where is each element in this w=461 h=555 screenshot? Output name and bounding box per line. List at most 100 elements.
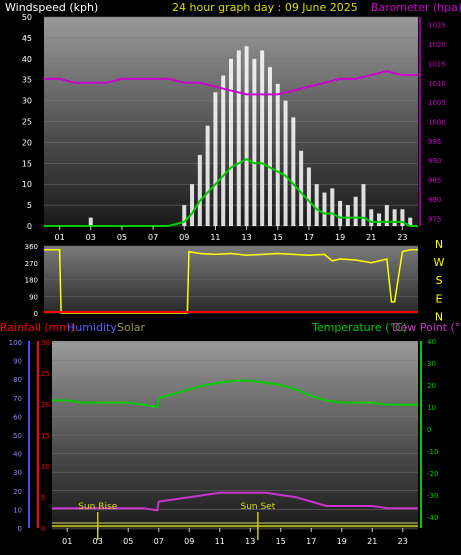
temperature-tick-label: 40 — [427, 338, 436, 346]
x-tick-label: 09 — [179, 233, 189, 242]
humidity-tick-label: 0 — [18, 525, 22, 533]
windspeed-tick-label: 20 — [22, 138, 32, 147]
wind-gust-bar — [377, 213, 382, 226]
direction-tick-label: 0 — [34, 310, 38, 318]
wind-gust-bar — [384, 205, 389, 226]
x-tick-label: 15 — [276, 537, 286, 546]
x-tick-label: 19 — [335, 233, 345, 242]
wind-gust-series — [88, 46, 413, 227]
barometer-tick-label: 1000 — [428, 119, 446, 127]
wind-gust-bar — [291, 117, 296, 226]
barometer-axis-title: Barometer (hpa) — [371, 1, 461, 14]
x-tick-label: 01 — [62, 537, 72, 546]
x-tick-label: 23 — [398, 537, 408, 546]
humidity-tick-label: 100 — [9, 339, 22, 347]
humidity-tick-label: 70 — [13, 395, 22, 403]
x-tick-label: 05 — [123, 537, 133, 546]
solar-axis-title: Solar — [117, 321, 146, 334]
temperature-tick-label: 30 — [427, 360, 436, 368]
wind-gust-bar — [260, 50, 265, 226]
x-tick-label: 07 — [154, 537, 164, 546]
x-tick-label: 03 — [86, 233, 96, 242]
humidity-tick-label: 10 — [13, 506, 22, 514]
rainfall-tick-label: 0 — [41, 525, 45, 533]
barometer-tick-label: 995 — [428, 138, 441, 146]
temperature-tick-label: -20 — [427, 470, 438, 478]
temperature-tick-label: -30 — [427, 492, 438, 500]
wind-gust-bar — [330, 188, 335, 226]
wind-gust-bar — [314, 184, 319, 226]
temp-hum-x-ticks: 01 03 05 07 09 11 13 15 17 19 21 23 — [62, 528, 408, 546]
temperature-line — [52, 379, 418, 409]
temperature-tick-label: -10 — [427, 448, 438, 456]
temperature-axis-title: Temperature (°C) — [311, 321, 407, 334]
windspeed-tick-label: 50 — [22, 13, 32, 22]
wind-direction-ticks: 0 90 180 270 360 — [25, 243, 38, 318]
rainfall-tick-label: 5 — [41, 494, 45, 502]
humidity-axis-title: Humidity — [67, 321, 117, 334]
wind-gust-bar — [306, 167, 311, 226]
wind-gust-bar — [338, 200, 343, 226]
wind-gust-bar — [283, 100, 288, 226]
barometer-line — [44, 70, 418, 96]
wind-gust-bar — [213, 92, 218, 227]
x-tick-label: 11 — [215, 537, 225, 546]
compass-label: N — [435, 238, 443, 251]
rainfall-axis-title: Rainfall (mm) — [0, 321, 74, 334]
sun-marker-label: Sun Set — [240, 502, 275, 512]
wind-gust-bar — [221, 75, 226, 227]
compass-label: W — [434, 256, 445, 269]
humidity-tick-label: 90 — [13, 358, 22, 366]
x-tick-label: 13 — [245, 537, 255, 546]
wind-gust-bar — [88, 217, 93, 226]
windspeed-tick-label: 5 — [27, 201, 32, 210]
x-tick-label: 21 — [367, 537, 377, 546]
barometer-tick-label: 1010 — [428, 80, 446, 88]
x-tick-label: 03 — [93, 537, 103, 546]
barometer-tick-label: 990 — [428, 157, 441, 165]
temperature-tick-label: 10 — [427, 404, 436, 412]
rainfall-tick-label: 10 — [41, 463, 50, 471]
x-tick-label: 15 — [273, 233, 283, 242]
wind-gust-bar — [244, 46, 249, 227]
compass-label: S — [436, 274, 443, 287]
x-tick-label: 17 — [304, 233, 314, 242]
windspeed-tick-label: 45 — [22, 34, 32, 43]
x-tick-label: 17 — [306, 537, 316, 546]
wind-gust-bar — [345, 205, 350, 226]
wind-gust-bar — [353, 196, 358, 226]
humidity-tick-label: 50 — [13, 432, 22, 440]
windspeed-tick-label: 30 — [22, 97, 32, 106]
temperature-tick-label: -40 — [427, 514, 438, 522]
rainfall-tick-label: 30 — [41, 339, 50, 347]
wind-gust-bar — [408, 217, 413, 226]
direction-tick-label: 90 — [29, 293, 38, 301]
barometer-tick-label: 980 — [428, 196, 441, 204]
dew-point-axis-title: Dew Point (°C) — [392, 321, 461, 334]
barometer-series — [44, 70, 418, 96]
direction-tick-label: 180 — [25, 277, 38, 285]
x-tick-label: 11 — [210, 233, 220, 242]
windspeed-tick-label: 0 — [27, 222, 32, 231]
wind-average-line — [44, 157, 418, 227]
wind-gust-bar — [392, 209, 397, 226]
direction-tick-label: 270 — [25, 260, 38, 268]
wind-gust-bar — [275, 83, 280, 226]
graph-date-title: 24 hour graph day : 09 June 2025 — [172, 1, 358, 14]
dew-point-line — [52, 491, 418, 512]
barometer-ticks: 975 980 985 990 995 1000 1005 1010 1015 1020 1025 — [419, 17, 446, 226]
barometer-tick-label: 975 — [428, 215, 441, 223]
temperature-tick-label: 0 — [427, 426, 431, 434]
wind-gust-bar — [205, 125, 210, 226]
x-tick-label: 21 — [366, 233, 376, 242]
humidity-tick-label: 60 — [13, 413, 22, 421]
wind-gust-bar — [361, 184, 366, 226]
x-tick-label: 23 — [397, 233, 407, 242]
wind-baro-x-ticks: 01 03 05 07 09 11 13 15 17 19 21 23 — [54, 226, 408, 242]
temperature-tick-label: 20 — [427, 382, 436, 390]
temperature-ticks: -40 -30 -20 -10 0 10 20 30 40 — [427, 338, 438, 522]
